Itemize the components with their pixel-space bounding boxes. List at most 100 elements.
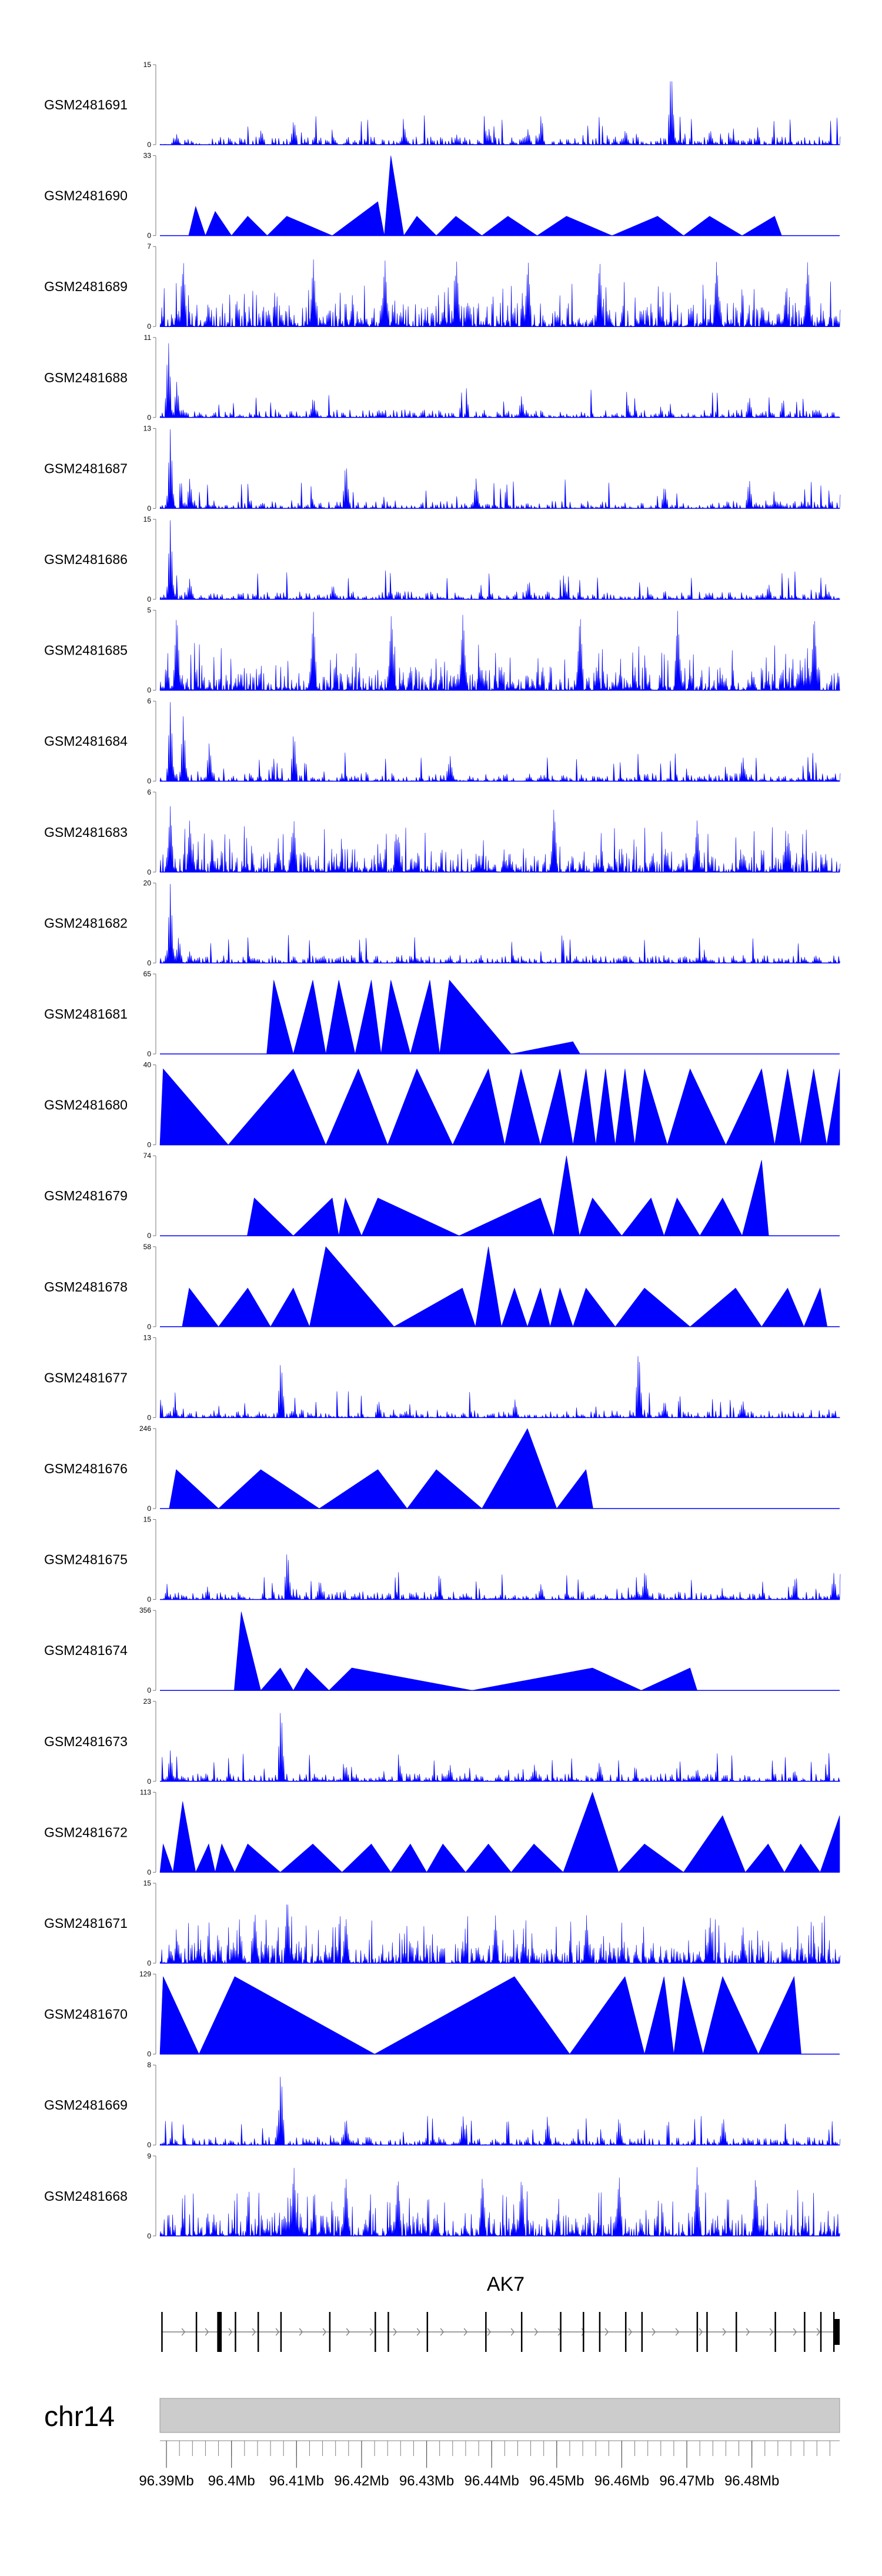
- y-min-label: 0: [147, 2050, 151, 2058]
- y-max-label: 33: [143, 152, 152, 160]
- track-label: GSM2481683: [44, 825, 128, 840]
- track-label: GSM2481678: [44, 1279, 128, 1294]
- track-label: GSM2481676: [44, 1461, 128, 1476]
- exon-block: [257, 2312, 259, 2352]
- strand-arrow-icon: [769, 2328, 774, 2336]
- exon-block: [774, 2312, 776, 2352]
- signal-area: [233, 1611, 698, 1691]
- track-label: GSM2481684: [44, 733, 128, 749]
- strand-arrow-icon: [228, 2328, 233, 2336]
- y-min-label: 0: [147, 1596, 151, 1604]
- exon-block: [706, 2312, 708, 2352]
- exon-block: [834, 2319, 840, 2345]
- y-min-label: 0: [147, 413, 151, 422]
- strand-arrow-icon: [534, 2328, 539, 2336]
- track-GSM2481675: GSM2481675 15 0: [44, 1516, 841, 1604]
- y-min-label: 0: [147, 1232, 151, 1240]
- y-min-label: 0: [147, 1141, 151, 1149]
- track-label: GSM2481687: [44, 461, 128, 476]
- track-GSM2481680: GSM2481680 40 0: [44, 1061, 840, 1149]
- y-min-label: 0: [147, 686, 151, 695]
- exon-block: [195, 2312, 198, 2352]
- y-min-label: 0: [147, 141, 151, 149]
- y-min-label: 0: [147, 2141, 151, 2149]
- y-max-label: 356: [139, 1606, 151, 1614]
- signal-area: [159, 1713, 841, 1782]
- gene-name-label: AK7: [487, 2273, 524, 2295]
- track-GSM2481681: GSM2481681 65 0: [44, 970, 840, 1058]
- genomic-axis: 96.39Mb 96.4Mb 96.41Mb 96.42Mb 96.43Mb 96.44M…: [139, 2440, 840, 2489]
- strand-arrow-icon: [628, 2328, 633, 2336]
- y-max-label: 6: [147, 788, 151, 796]
- track-label: GSM2481682: [44, 915, 128, 930]
- exon-block: [599, 2312, 601, 2352]
- axis-tick-label: 96.45Mb: [529, 2473, 584, 2489]
- y-min-label: 0: [147, 868, 151, 876]
- track-GSM2481679: GSM2481679 74 0: [44, 1152, 840, 1240]
- track-GSM2481685: GSM2481685 5 0: [44, 606, 841, 695]
- signal-area: [182, 1246, 828, 1327]
- y-max-label: 246: [139, 1424, 151, 1433]
- exon-block: [624, 2312, 627, 2352]
- strand-arrow-icon: [440, 2328, 445, 2336]
- chromosome-axis-track: chr14 96.39Mb 96.4Mb 96.41Mb 96.42Mb 96.43Mb…: [44, 2398, 840, 2489]
- track-GSM2481672: GSM2481672 113 0: [44, 1788, 840, 1876]
- y-max-label: 8: [147, 2061, 151, 2069]
- track-label: GSM2481672: [44, 1824, 128, 1840]
- axis-tick-label: 96.4Mb: [208, 2473, 255, 2489]
- y-max-label: 40: [143, 1061, 152, 1069]
- exon-block: [426, 2312, 429, 2352]
- axis-tick-label: 96.41Mb: [269, 2473, 324, 2489]
- y-max-label: 7: [147, 242, 151, 251]
- axis-tick-label: 96.43Mb: [399, 2473, 454, 2489]
- track-GSM2481688: GSM2481688 11 0: [44, 333, 840, 422]
- signal-area: [159, 806, 841, 873]
- signal-area: [159, 81, 841, 146]
- strand-arrow-icon: [299, 2328, 303, 2336]
- signal-area: [159, 429, 841, 509]
- track-label: GSM2481680: [44, 1097, 128, 1113]
- y-min-label: 0: [147, 232, 151, 240]
- exon-block: [485, 2312, 487, 2352]
- y-max-label: 6: [147, 697, 151, 705]
- track-label: GSM2481685: [44, 643, 128, 658]
- track-GSM2481671: GSM2481671 15 0: [44, 1879, 841, 1967]
- strand-arrow-icon: [275, 2328, 280, 2336]
- track-label: GSM2481668: [44, 2188, 128, 2204]
- signal-area: [159, 1068, 840, 1146]
- y-max-label: 58: [143, 1243, 152, 1251]
- track-label: GSM2481674: [44, 1643, 128, 1658]
- signal-area: [159, 343, 840, 418]
- y-max-label: 15: [143, 515, 152, 523]
- gene-model-track: AK7: [161, 2273, 840, 2352]
- y-min-label: 0: [147, 1959, 151, 1967]
- signal-area: [159, 1904, 841, 1964]
- track-label: GSM2481688: [44, 370, 128, 385]
- strand-arrow-icon: [793, 2328, 797, 2336]
- signal-area: [169, 1428, 593, 1509]
- strand-arrow-icon: [181, 2328, 186, 2336]
- track-GSM2481691: GSM2481691 15 0: [44, 61, 841, 149]
- chromosome-band: [159, 2398, 840, 2433]
- y-max-label: 15: [143, 61, 152, 69]
- signal-area: [159, 1976, 801, 2055]
- y-max-label: 23: [143, 1697, 152, 1706]
- track-label: GSM2481671: [44, 1916, 128, 1931]
- exon-block: [218, 2312, 222, 2352]
- axis-tick-label: 96.42Mb: [334, 2473, 389, 2489]
- signal-area: [159, 259, 841, 328]
- track-GSM2481684: GSM2481684 6 0: [44, 697, 841, 785]
- y-min-label: 0: [147, 595, 151, 603]
- axis-tick-label: 96.48Mb: [724, 2473, 779, 2489]
- strand-arrow-icon: [463, 2328, 468, 2336]
- signal-area: [159, 1554, 841, 1600]
- track-GSM2481689: GSM2481689 7 0: [44, 242, 841, 331]
- y-max-label: 5: [147, 606, 151, 615]
- axis-tick-label: 96.46Mb: [594, 2473, 649, 2489]
- track-GSM2481674: GSM2481674 356 0: [44, 1606, 840, 1694]
- strand-arrow-icon: [722, 2328, 727, 2336]
- exon-block: [804, 2312, 806, 2352]
- strand-arrow-icon: [652, 2328, 656, 2336]
- signal-area: [159, 2167, 841, 2237]
